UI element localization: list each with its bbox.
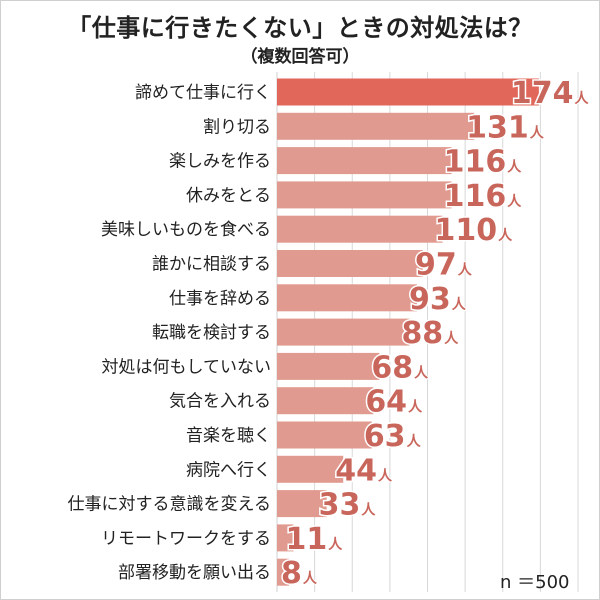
value-unit: 人 [328, 536, 343, 553]
value-label: 63人 [364, 419, 422, 454]
bar [277, 250, 423, 277]
chart-title: 「仕事に行きたくない」ときの対処法は？ [67, 14, 533, 42]
bar [277, 421, 372, 449]
value-label: 131人 [466, 110, 545, 145]
bar [277, 558, 290, 586]
sample-size-note: n ＝500 [500, 572, 570, 593]
value-number: 44 [335, 453, 377, 488]
category-label: 対処は何もしていない [102, 357, 272, 377]
category-label: 部署移動を願い出る [118, 563, 271, 583]
value-number: 63 [364, 419, 406, 454]
value-label: 97人 [415, 248, 473, 283]
bar [277, 352, 380, 380]
bar [277, 318, 410, 346]
category-label: 病院へ行く [186, 460, 271, 480]
value-label: 68人 [371, 350, 429, 385]
value-label: 116人 [444, 179, 523, 214]
bar [277, 147, 452, 175]
value-number: 131 [466, 110, 529, 145]
bar [277, 181, 452, 209]
value-unit: 人 [361, 502, 376, 519]
value-unit: 人 [458, 262, 473, 279]
bar [277, 215, 443, 243]
bar [277, 78, 539, 106]
value-number: 68 [371, 350, 413, 385]
category-label: リモートワークをする [101, 529, 271, 549]
value-number: 64 [365, 385, 407, 420]
value-unit: 人 [452, 296, 467, 313]
value-label: 93人 [409, 282, 467, 317]
category-label: 美味しいものを食べる [101, 220, 271, 240]
value-unit: 人 [444, 330, 459, 347]
chart-subtitle: （複数回答可） [240, 47, 360, 67]
category-label: 仕事を辞める [169, 289, 271, 309]
value-label: 8人 [281, 556, 318, 591]
category-label: 気合を入れる [169, 392, 271, 412]
value-number: 11 [286, 522, 328, 557]
value-labels: 174人131人116人116人110人97人93人88人68人64人63人44… [280, 75, 591, 593]
value-number: 33 [319, 488, 361, 523]
value-unit: 人 [574, 90, 589, 107]
category-label: 休みをとる [186, 186, 271, 206]
value-unit: 人 [498, 227, 513, 244]
bar [277, 387, 374, 415]
value-label: 174人 [511, 76, 590, 111]
value-number: 110 [435, 213, 498, 248]
value-unit: 人 [507, 193, 522, 210]
bars [277, 78, 539, 586]
bar [277, 455, 344, 483]
bar [277, 490, 327, 518]
value-unit: 人 [507, 159, 522, 176]
value-number: 116 [444, 179, 507, 214]
category-label: 音楽を聴く [186, 426, 271, 446]
value-number: 8 [281, 556, 302, 591]
value-number: 93 [409, 282, 451, 317]
value-label: 116人 [444, 145, 523, 180]
value-number: 97 [415, 248, 457, 283]
bar [277, 284, 417, 312]
category-label: 楽しみを作る [169, 152, 271, 172]
value-unit: 人 [408, 399, 423, 416]
value-unit: 人 [407, 433, 422, 450]
value-unit: 人 [414, 364, 429, 381]
category-label: 仕事に対する意識を変える [68, 495, 272, 515]
category-label: 割り切る [203, 117, 271, 137]
category-label: 諦めて仕事に行く [135, 83, 271, 103]
value-label: 11人 [286, 522, 344, 557]
category-labels: 諦めて仕事に行く割り切る楽しみを作る休みをとる美味しいものを食べる誰かに相談する… [68, 83, 272, 583]
value-number: 88 [401, 316, 443, 351]
value-number: 174 [511, 76, 574, 111]
bar [277, 524, 294, 552]
value-label: 64人 [365, 385, 423, 420]
bar [277, 112, 475, 140]
value-label: 88人 [401, 316, 459, 351]
value-number: 116 [444, 145, 507, 180]
value-label: 44人 [335, 453, 393, 488]
category-label: 転職を検討する [152, 323, 271, 343]
value-label: 110人 [435, 213, 514, 248]
value-label: 33人 [319, 488, 377, 523]
value-unit: 人 [303, 570, 318, 587]
category-label: 誰かに相談する [152, 255, 271, 275]
value-unit: 人 [378, 467, 393, 484]
value-unit: 人 [530, 124, 545, 141]
